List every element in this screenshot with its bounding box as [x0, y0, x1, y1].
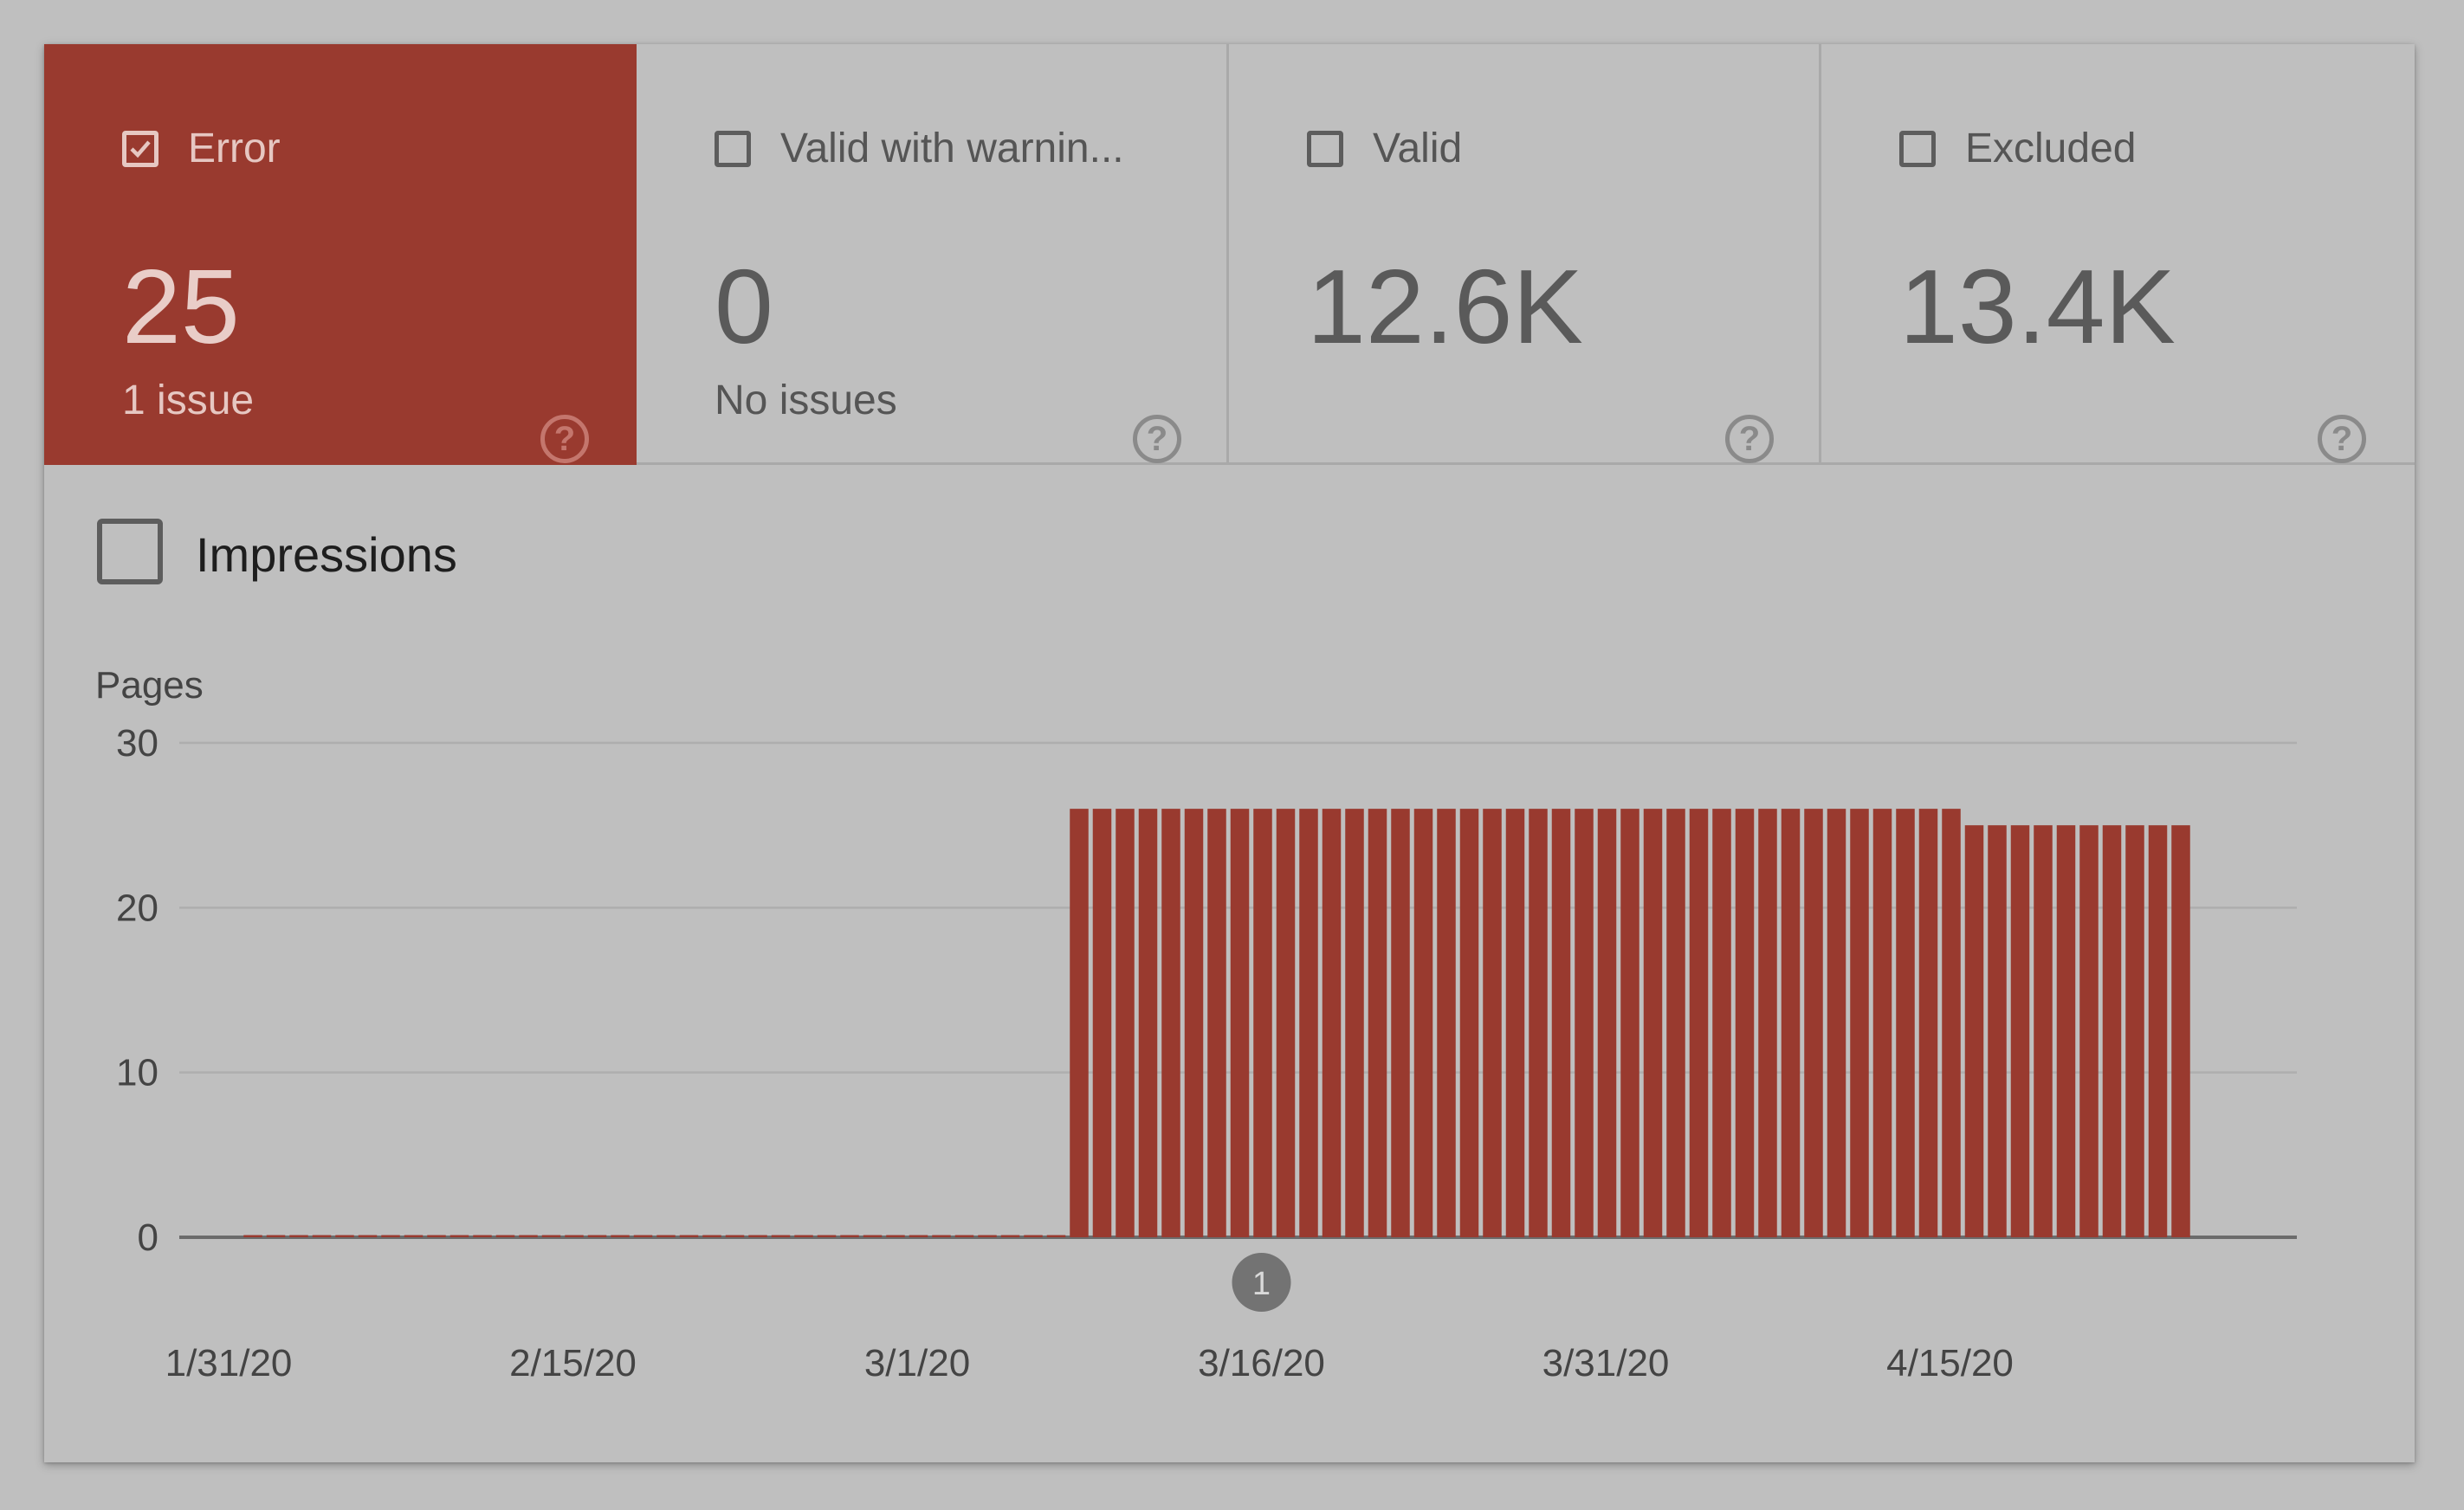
- excluded-checkbox[interactable]: [1899, 131, 1936, 167]
- check-icon: [130, 140, 151, 158]
- impressions-checkbox[interactable]: [97, 519, 163, 584]
- error-checkbox[interactable]: [122, 131, 158, 167]
- help-icon[interactable]: ?: [1133, 415, 1181, 463]
- help-icon[interactable]: ?: [540, 415, 589, 463]
- tab-valid[interactable]: Valid 12.6K ?: [1229, 44, 1821, 465]
- tab-issue-count: 1 issue: [122, 378, 255, 423]
- status-tabs: Error 25 1 issue ? Valid with warnin... …: [44, 44, 2415, 465]
- tab-label: Valid: [1373, 126, 1463, 171]
- tab-count: 13.4K: [1899, 248, 2176, 365]
- tab-count: 25: [122, 248, 240, 365]
- impressions-label[interactable]: Impressions: [196, 527, 457, 582]
- tab-issue-count: No issues: [715, 378, 897, 423]
- tab-error[interactable]: Error 25 1 issue ?: [44, 44, 637, 465]
- help-icon[interactable]: ?: [1725, 415, 1774, 463]
- tab-excluded[interactable]: Excluded 13.4K ?: [1821, 44, 2415, 465]
- index-coverage-card: Error 25 1 issue ? Valid with warnin... …: [44, 44, 2415, 1462]
- help-icon[interactable]: ?: [2318, 415, 2366, 463]
- tab-count: 0: [715, 248, 773, 365]
- tab-label: Error: [188, 126, 281, 171]
- tab-count: 12.6K: [1307, 248, 1583, 365]
- tab-label: Valid with warnin...: [780, 126, 1124, 171]
- valid-with-warnings-checkbox[interactable]: [715, 131, 751, 167]
- valid-checkbox[interactable]: [1307, 131, 1343, 167]
- tab-valid-with-warnings[interactable]: Valid with warnin... 0 No issues ?: [637, 44, 1229, 465]
- tab-label: Excluded: [1965, 126, 2137, 171]
